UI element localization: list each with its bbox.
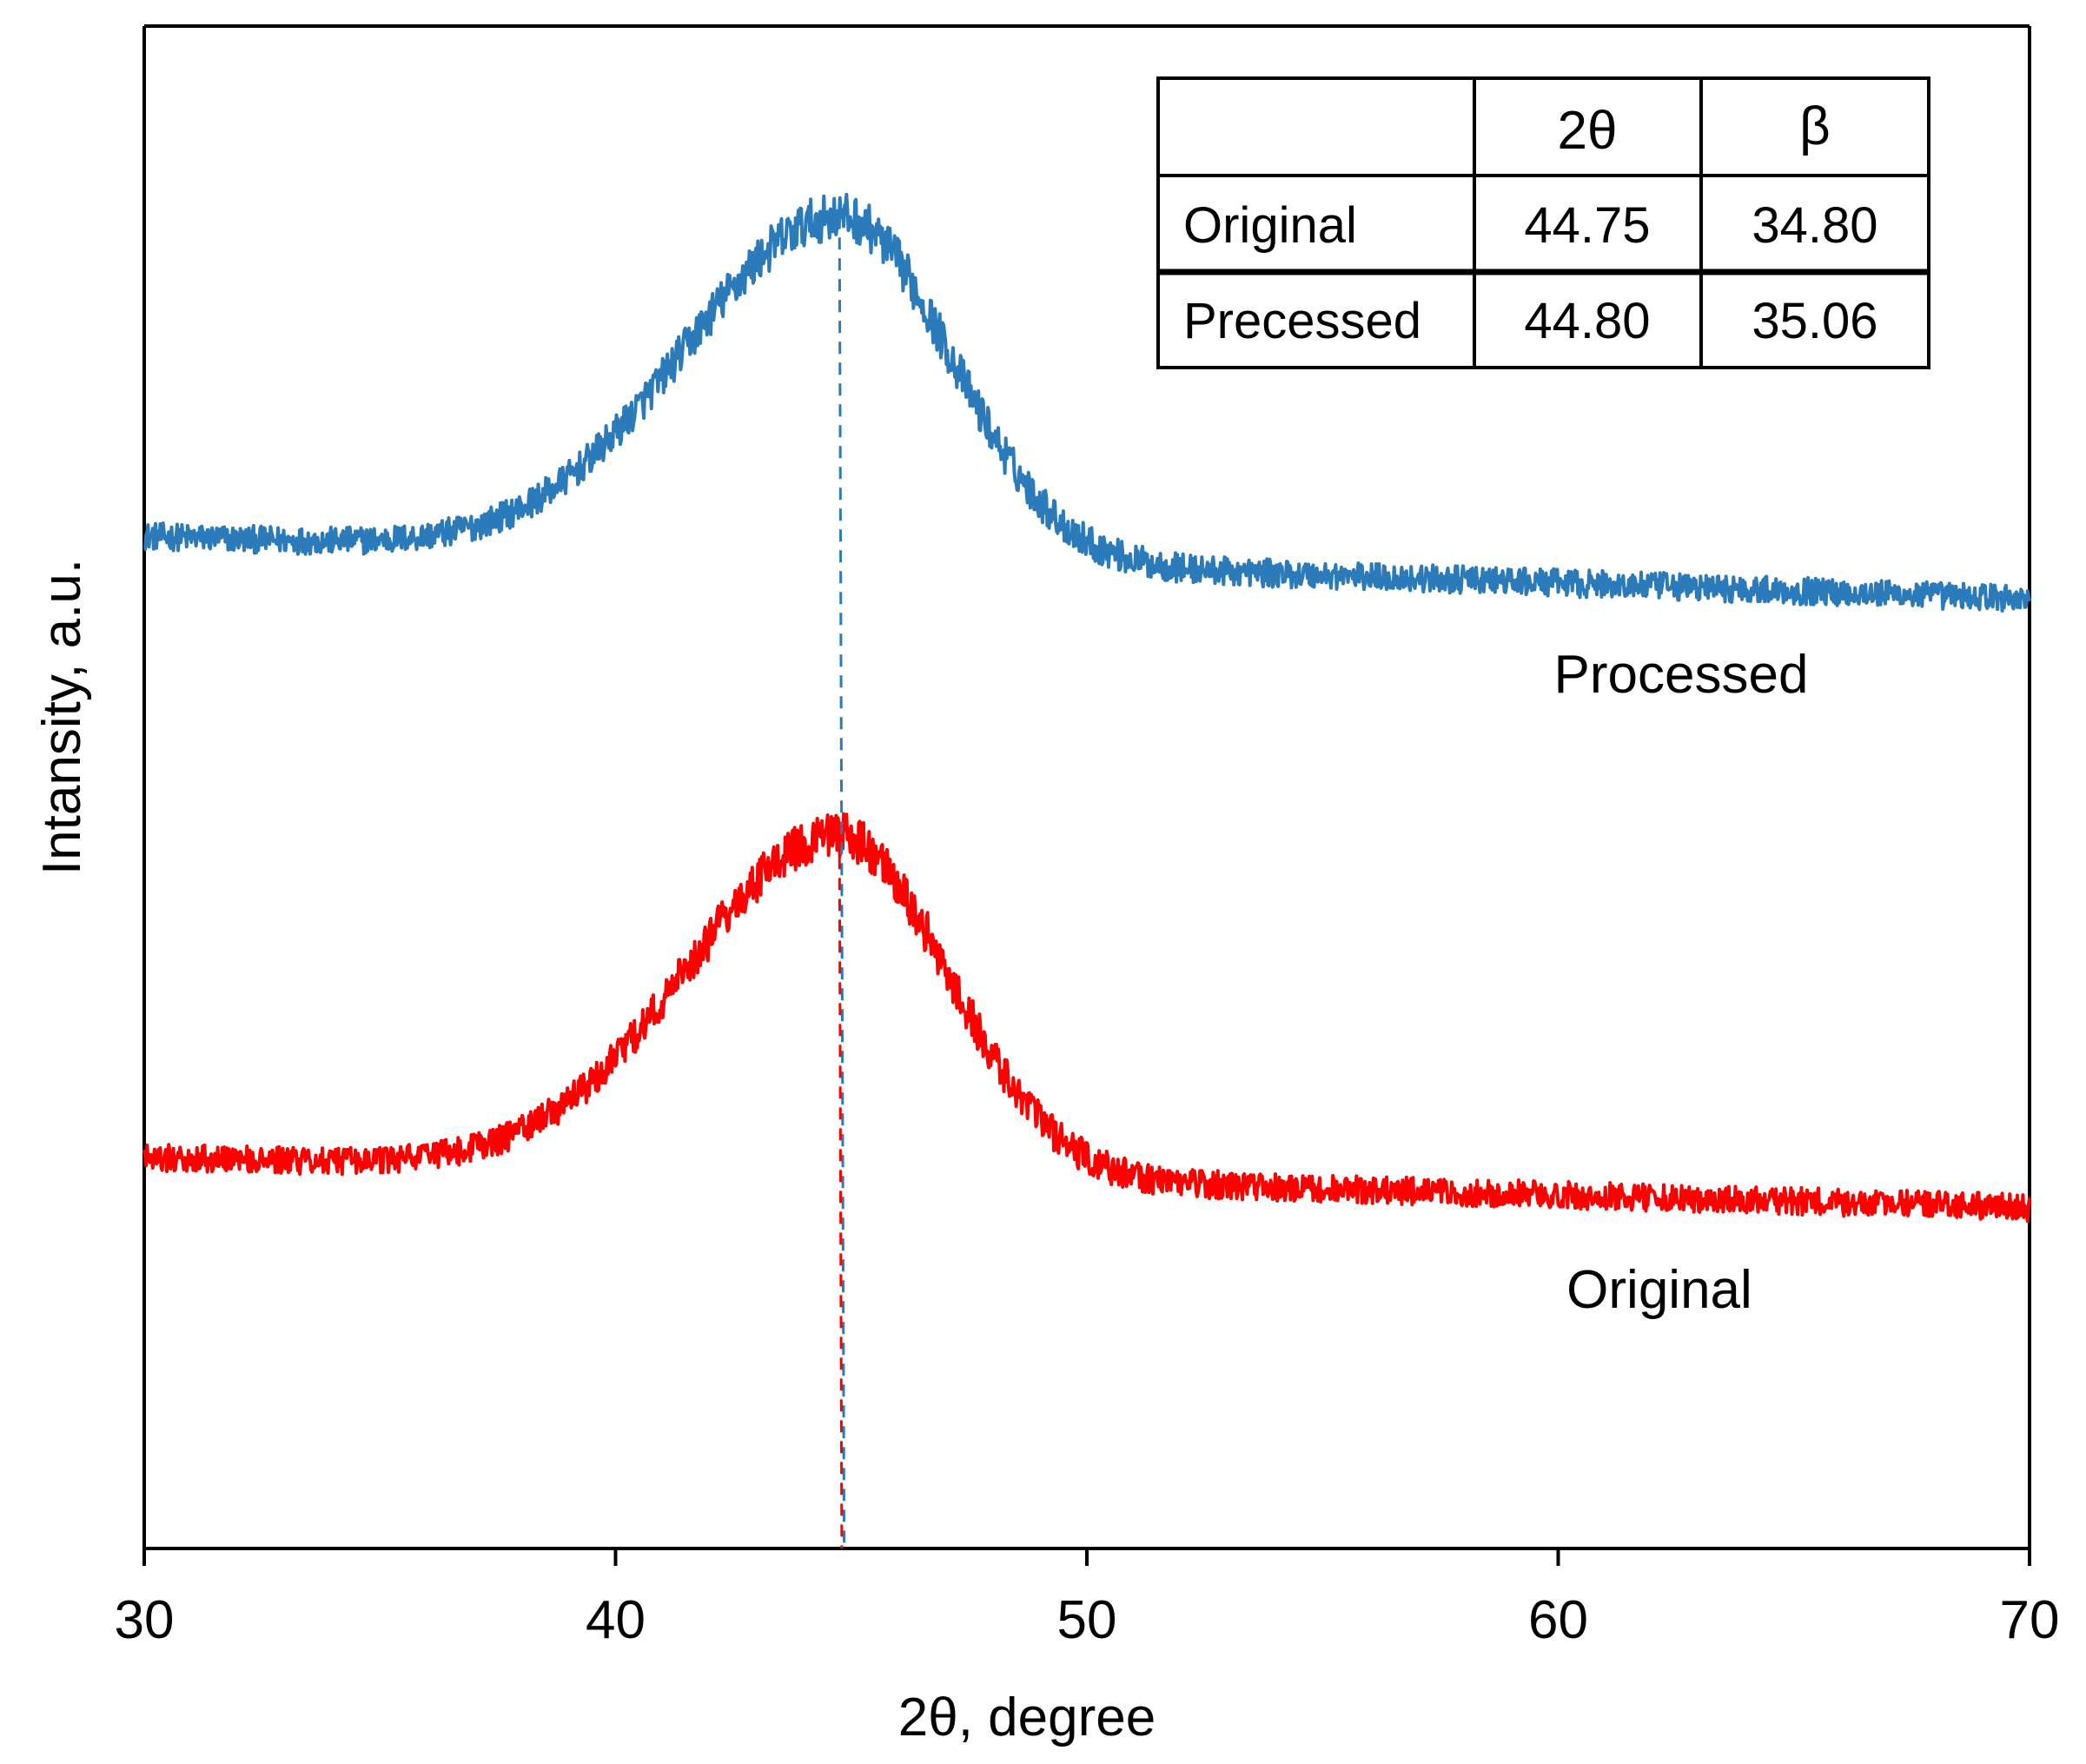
reference-line-processed	[838, 216, 846, 1549]
x-tick-label: 40	[586, 1590, 646, 1650]
x-axis-label: 2θ, degree	[898, 1688, 1156, 1747]
table-cell: 44.80	[1524, 293, 1650, 349]
table-cell: 34.80	[1752, 197, 1877, 254]
inset-table: 2θ β Original 44.75 34.80 Precessed 44.8…	[1156, 76, 1930, 369]
table-header-cell: 2θ	[1558, 101, 1618, 161]
series-label-original: Original	[1566, 1260, 1752, 1320]
series-line-original	[142, 812, 2031, 1224]
x-tick-label: 30	[115, 1590, 175, 1650]
series-layer	[142, 192, 2031, 1224]
y-axis-label: Intansity, a.u.	[32, 559, 92, 875]
reference-lines	[838, 216, 846, 1549]
table-row-label: Precessed	[1183, 293, 1421, 349]
reference-line-original	[838, 836, 844, 1549]
table-row-label: Original	[1183, 197, 1357, 254]
series-label-processed: Processed	[1554, 645, 1809, 705]
table-cell: 35.06	[1752, 293, 1877, 349]
table-header-cell: β	[1799, 96, 1831, 156]
table-cell: 44.75	[1524, 197, 1650, 254]
series-line-processed	[143, 192, 2031, 613]
x-tick-label: 50	[1057, 1590, 1117, 1650]
table-border	[1156, 76, 1930, 369]
x-ticks: 30 40 50 60 70	[115, 1548, 2060, 1650]
x-tick-label: 70	[2000, 1590, 2060, 1650]
x-tick-label: 60	[1528, 1590, 1588, 1650]
